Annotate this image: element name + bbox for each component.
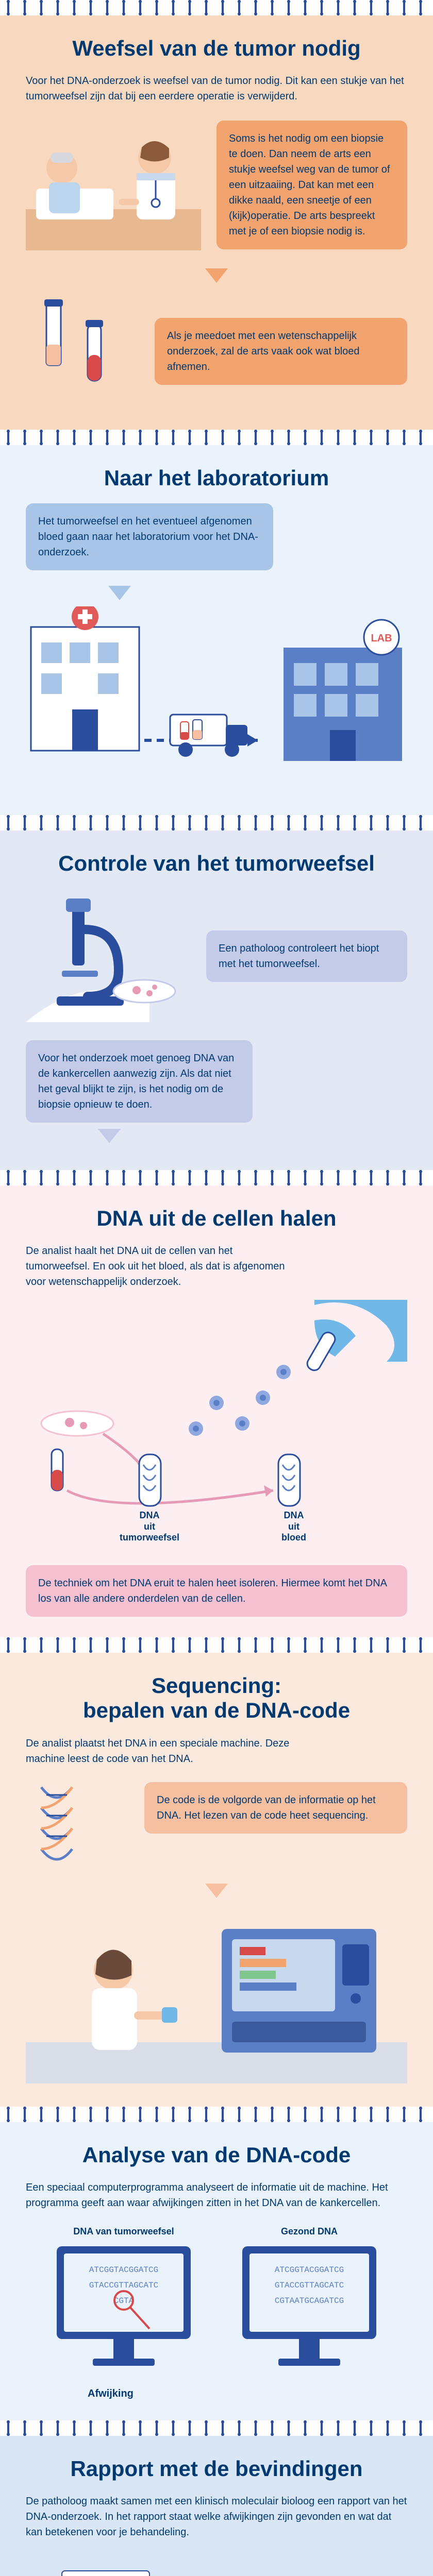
section-title: DNA uit de cellen halen: [26, 1206, 407, 1231]
arrow-icon: [108, 586, 131, 600]
section-title: Naar het laboratorium: [26, 466, 407, 490]
microscope-illustration: [26, 888, 191, 1025]
dna-divider: [0, 430, 433, 445]
svg-text:CGTAATGCAGATCG: CGTAATGCAGATCG: [275, 2296, 344, 2306]
arrow-icon: [98, 1129, 121, 1143]
biopsy-tubes-illustration: [26, 293, 139, 409]
section-title: Sequencing: bepalen van de DNA-code: [26, 1673, 407, 1723]
section-control: Controle van het tumorweefsel Een pathol…: [0, 831, 433, 1170]
sequencer-illustration: [26, 1908, 407, 2086]
infographic-root: Weefsel van de tumor nodig Voor het DNA-…: [0, 0, 433, 2576]
section-title: Controle van het tumorweefsel: [26, 851, 407, 876]
screen-label-healthy: Gezond DNA: [232, 2226, 387, 2237]
callout-lab: Het tumorweefsel en het eventueel afgeno…: [26, 503, 273, 570]
tube-label-blood: DNA uit bloed: [263, 1510, 325, 1544]
callout-pathologist: Een patholoog controleert het biopt met …: [206, 930, 407, 982]
section-title: Analyse van de DNA-code: [26, 2143, 407, 2167]
dna-divider: [0, 815, 433, 831]
svg-text:CGTA: CGTA: [114, 2296, 134, 2306]
intro-text: De analist plaatst het DNA in een specia…: [26, 1736, 314, 1767]
report-envelope-illustration: [26, 2555, 180, 2576]
monitor-healthy-illustration: ATCGGTACGGATCG GTACCGTTAGCATC CGTAATGCAG…: [232, 2241, 387, 2378]
tube-label-tumor: DNA uit tumorweefsel: [119, 1510, 180, 1544]
section-lab: Naar het laboratorium Het tumorweefsel e…: [0, 445, 433, 815]
afwijking-label: Afwijking: [88, 2388, 407, 2400]
intro-text: De analist haalt het DNA uit de cellen v…: [26, 1243, 294, 1290]
intro-text: De patholoog maakt samen met een klinisc…: [26, 2494, 407, 2540]
section-extract-dna: DNA uit de cellen halen De analist haalt…: [0, 1185, 433, 1637]
screen-label-tumor: DNA van tumorweefsel: [46, 2226, 201, 2237]
section-tissue: Weefsel van de tumor nodig Voor het DNA-…: [0, 15, 433, 430]
lab-badge: LAB: [371, 633, 392, 644]
dna-divider: [0, 2420, 433, 2436]
svg-text:ATCGGTACGGATCG: ATCGGTACGGATCG: [89, 2265, 158, 2275]
dna-divider: [0, 2107, 433, 2122]
arrow-icon: [205, 1884, 228, 1898]
section-title: Rapport met de bevindingen: [26, 2456, 407, 2481]
section-title: Weefsel van de tumor nodig: [26, 36, 407, 61]
intro-text: Een speciaal computerprogramma analyseer…: [26, 2180, 407, 2211]
callout-biopsy: Soms is het nodig om een biopsie te doen…: [216, 121, 407, 249]
callout-sequencing: De code is de volgorde van de informatie…: [144, 1782, 407, 1834]
dna-helix-icon: [26, 1782, 129, 1877]
isolation-illustration: DNA uit tumorweefsel DNA uit bloed: [26, 1300, 407, 1519]
callout-blood: Als je meedoet met een wetenschappelijk …: [155, 318, 407, 385]
dna-divider: [0, 0, 433, 15]
svg-text:GTACCGTTAGCATC: GTACCGTTAGCATC: [89, 2281, 158, 2290]
hospital-lab-illustration: LAB: [26, 606, 407, 794]
patient-doctor-illustration: [26, 116, 201, 253]
arrow-icon: [205, 268, 228, 283]
section-sequencing: Sequencing: bepalen van de DNA-code De a…: [0, 1653, 433, 2107]
svg-text:GTACCGTTAGCATC: GTACCGTTAGCATC: [275, 2281, 344, 2290]
dna-divider: [0, 1170, 433, 1185]
section-analysis: Analyse van de DNA-code Een speciaal com…: [0, 2122, 433, 2420]
intro-text: Voor het DNA-onderzoek is weefsel van de…: [26, 73, 407, 104]
dna-divider: [0, 1637, 433, 1653]
callout-isolate: De techniek om het DNA eruit te halen he…: [26, 1565, 407, 1617]
svg-text:ATCGGTACGGATCG: ATCGGTACGGATCG: [275, 2265, 344, 2275]
monitor-tumor-illustration: ATCGGTACGGATCG GTACCGTTAGCATC CGTA: [46, 2241, 201, 2378]
callout-enough-dna: Voor het onderzoek moet genoeg DNA van d…: [26, 1040, 253, 1123]
section-report: Rapport met de bevindingen De patholoog …: [0, 2436, 433, 2576]
